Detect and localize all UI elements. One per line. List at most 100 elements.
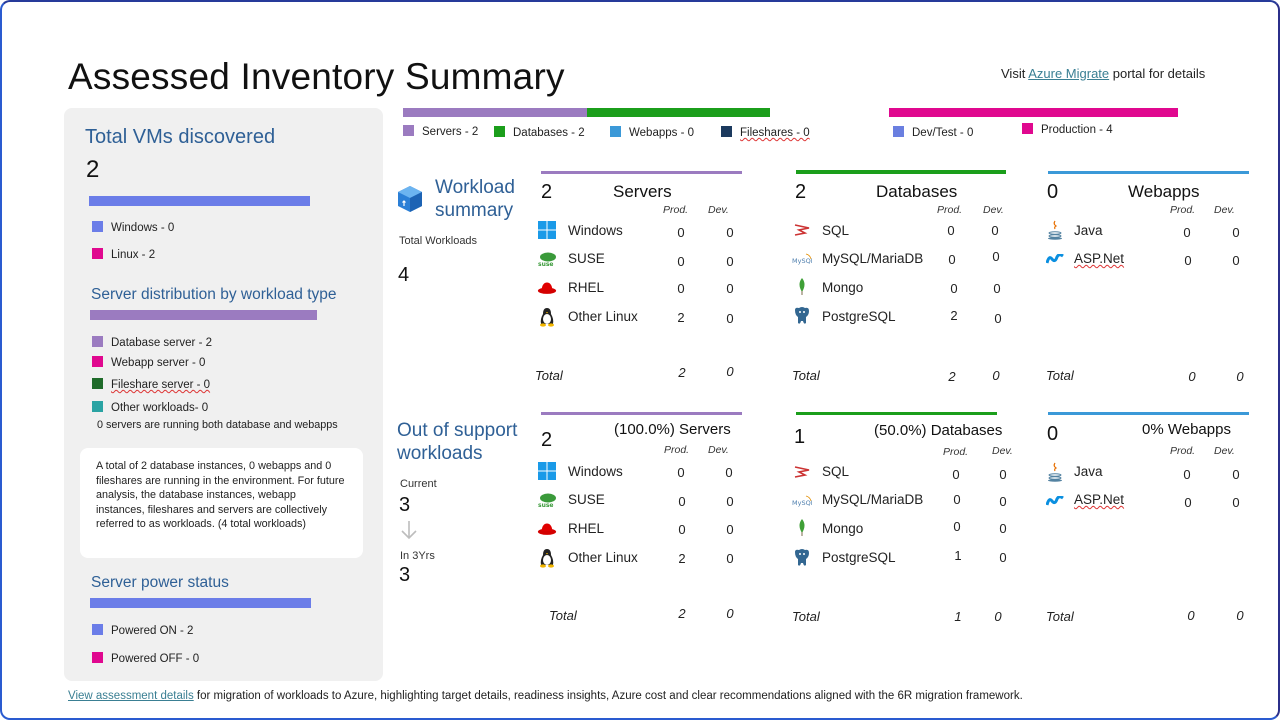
support-webapps-card-title: 0% Webapps xyxy=(1142,421,1231,438)
prod-header: Prod. xyxy=(1170,204,1196,216)
footer-text: View assessment details for migration of… xyxy=(68,690,1023,702)
dev-value: 0 xyxy=(1232,225,1240,240)
support-databases-count: 1 xyxy=(794,426,806,448)
support-servers-card-line xyxy=(541,412,742,415)
dev-value: 0 xyxy=(991,223,999,238)
dev-header: Dev. xyxy=(1214,445,1235,457)
arrow-down-icon xyxy=(400,520,418,545)
legend-windows: Windows - 0 xyxy=(92,221,174,234)
workload-summary-title: Workload summary xyxy=(435,177,515,221)
dev-value: 0 xyxy=(1232,467,1240,482)
support-webapps-card-line xyxy=(1048,412,1249,415)
prod-value: 0 xyxy=(1184,253,1192,268)
dev-header: Dev. xyxy=(983,204,1004,216)
mysql-icon: MySQL xyxy=(792,249,812,269)
row-label: SUSE xyxy=(568,251,605,266)
prod-value: 0 xyxy=(1184,495,1192,510)
legend-swatch xyxy=(92,401,103,412)
prod-value: 1 xyxy=(954,548,962,563)
webapps-count: 0 xyxy=(1047,181,1059,203)
legend-swatch xyxy=(403,125,414,136)
prod-value: 0 xyxy=(677,254,685,269)
legend-webapps: Webapps - 0 xyxy=(610,126,694,139)
legend-linux: Linux - 2 xyxy=(92,248,155,261)
legend-fileshares: Fileshares - 0 xyxy=(721,126,810,139)
legend-swatch xyxy=(92,221,103,232)
sql-server-icon xyxy=(792,220,812,240)
prod-value: 0 xyxy=(677,225,685,240)
inventory-sidebar xyxy=(64,108,383,681)
prod-value: 2 xyxy=(950,308,958,323)
total-prod: 2 xyxy=(678,365,686,380)
legend-webapp-server: Webapp server - 0 xyxy=(92,356,205,369)
dev-value: 0 xyxy=(994,311,1002,326)
total-prod: 0 xyxy=(1187,608,1195,623)
total-label: Total xyxy=(535,368,563,383)
legend-devtest: Dev/Test - 0 xyxy=(893,126,973,139)
row-label: MySQL/MariaDB xyxy=(822,492,924,507)
legend-swatch xyxy=(92,248,103,259)
prod-value: 2 xyxy=(678,551,686,566)
legend-swatch xyxy=(92,652,103,663)
mongodb-leaf-icon xyxy=(792,277,812,297)
svg-text:MySQL: MySQL xyxy=(792,257,812,265)
power-status-title: Server power status xyxy=(91,574,229,591)
linux-penguin-icon xyxy=(537,548,557,568)
legend-swatch xyxy=(893,126,904,137)
total-label: Total xyxy=(792,609,820,624)
webapps-card-title: Webapps xyxy=(1128,182,1200,201)
prod-header: Prod. xyxy=(937,204,963,216)
prod-header: Prod. xyxy=(1170,445,1196,457)
distribution-bar xyxy=(90,310,317,320)
prod-header: Prod. xyxy=(663,204,689,216)
java-icon xyxy=(1045,462,1065,482)
prod-value: 0 xyxy=(1183,467,1191,482)
java-icon xyxy=(1045,220,1065,240)
servers-card-line xyxy=(541,171,742,174)
support-webapps-count: 0 xyxy=(1047,423,1059,445)
total-prod: 2 xyxy=(678,606,686,621)
sql-server-icon xyxy=(792,462,812,482)
row-label: PostgreSQL xyxy=(822,309,896,324)
prod-value: 0 xyxy=(950,281,958,296)
row-label: Java xyxy=(1074,223,1103,238)
row-label: Other Linux xyxy=(568,309,638,324)
linux-penguin-icon xyxy=(537,307,557,327)
row-label: Windows xyxy=(568,223,623,238)
svg-text:suse: suse xyxy=(538,261,553,267)
azure-migrate-link[interactable]: Azure Migrate xyxy=(1028,66,1110,81)
dev-value: 0 xyxy=(999,494,1007,509)
legend-database-server: Database server - 2 xyxy=(92,336,212,349)
dev-value: 0 xyxy=(1232,495,1240,510)
support-databases-card-title: (50.0%) Databases xyxy=(874,422,1003,439)
dev-value: 0 xyxy=(999,550,1007,565)
total-prod: 1 xyxy=(954,609,962,624)
dev-header: Dev. xyxy=(708,444,729,456)
legend-powered-off: Powered OFF - 0 xyxy=(92,652,199,665)
current-label: Current xyxy=(400,478,437,490)
total-prod: 0 xyxy=(1188,369,1196,384)
prod-value: 0 xyxy=(952,467,960,482)
total-dev: 0 xyxy=(994,609,1002,624)
row-label: Windows xyxy=(568,464,623,479)
webapps-card-line xyxy=(1048,171,1249,174)
dev-value: 0 xyxy=(726,225,734,240)
view-assessment-details-link[interactable]: View assessment details xyxy=(68,690,194,702)
prod-header: Prod. xyxy=(664,444,690,456)
databases-bar-segment xyxy=(587,108,770,117)
dev-value: 0 xyxy=(726,522,734,537)
both-servers-note: 0 servers are running both database and … xyxy=(97,419,338,431)
row-label: ASP.Net xyxy=(1074,251,1125,266)
distribution-title: Server distribution by workload type xyxy=(91,286,337,303)
prod-value: 0 xyxy=(678,522,686,537)
dev-value: 0 xyxy=(726,281,734,296)
row-label: Java xyxy=(1074,464,1103,479)
suse-icon: suse xyxy=(537,490,557,510)
dev-value: 0 xyxy=(999,521,1007,536)
prod-value: 0 xyxy=(678,494,686,509)
total-label: Total xyxy=(1046,609,1074,624)
dev-value: 0 xyxy=(726,494,734,509)
total-label: Total xyxy=(549,608,577,623)
prod-value: 0 xyxy=(947,223,955,238)
